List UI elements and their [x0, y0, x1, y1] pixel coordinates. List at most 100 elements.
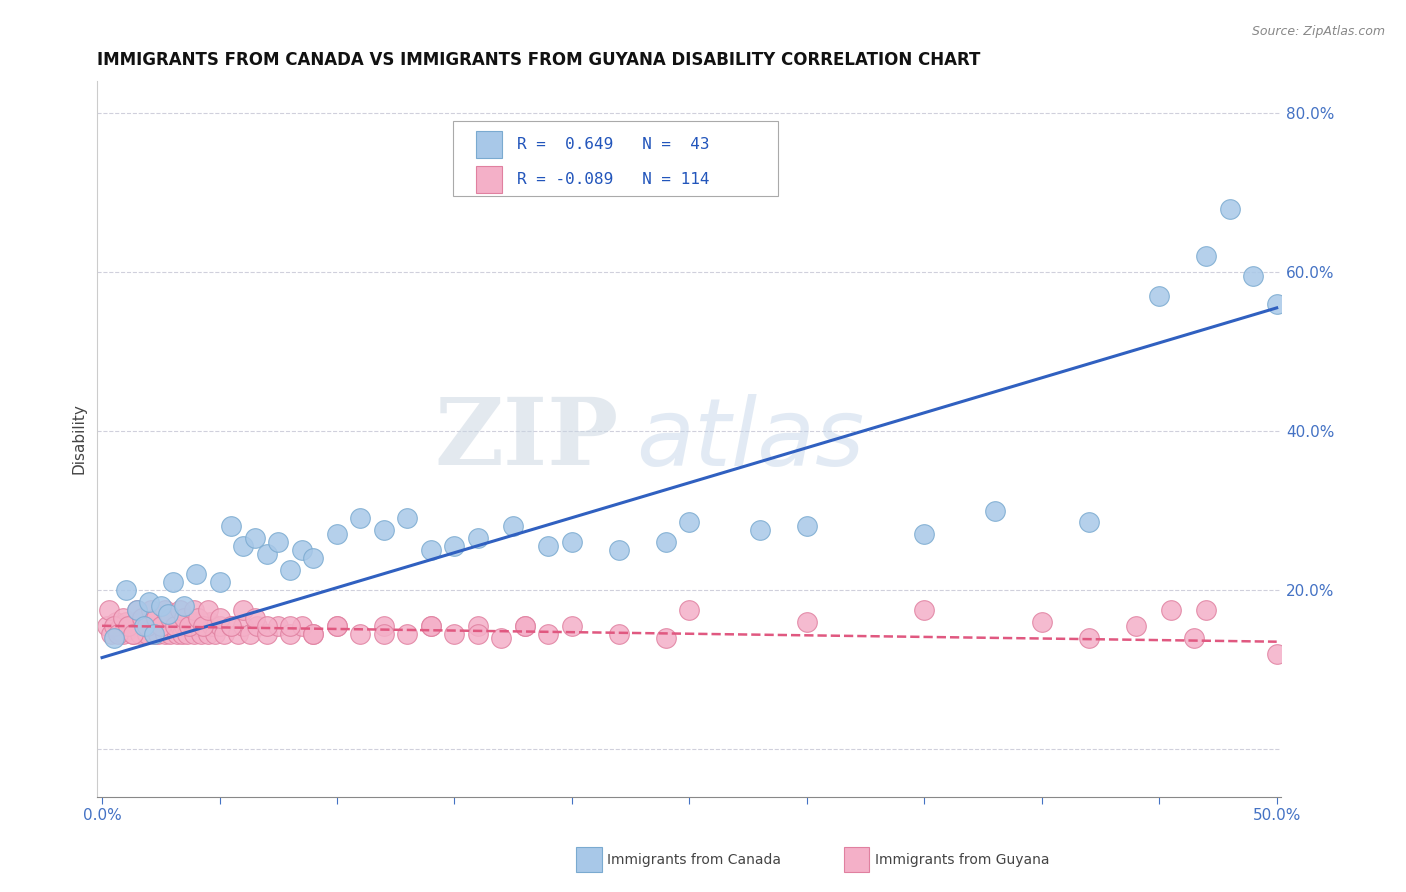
Point	[796, 615, 818, 629]
Point	[607, 626, 630, 640]
Point	[184, 567, 207, 582]
Point	[184, 615, 207, 629]
Point	[1195, 603, 1218, 617]
Point	[124, 615, 146, 629]
Point	[135, 619, 157, 633]
Point	[138, 595, 160, 609]
Point	[127, 619, 149, 633]
Point	[1031, 615, 1053, 629]
Point	[190, 626, 212, 640]
Point	[278, 626, 301, 640]
Point	[396, 511, 419, 525]
Point	[114, 582, 136, 597]
Point	[208, 575, 231, 590]
Point	[467, 619, 489, 633]
Point	[467, 532, 489, 546]
Point	[98, 603, 121, 617]
Point	[396, 626, 419, 640]
Text: IMMIGRANTS FROM CANADA VS IMMIGRANTS FROM GUYANA DISABILITY CORRELATION CHART: IMMIGRANTS FROM CANADA VS IMMIGRANTS FRO…	[97, 51, 981, 69]
Point	[678, 603, 700, 617]
Point	[120, 619, 142, 633]
Point	[100, 626, 122, 640]
Point	[96, 619, 118, 633]
Point	[183, 626, 205, 640]
Point	[159, 626, 181, 640]
Point	[513, 619, 536, 633]
Point	[194, 619, 217, 633]
Point	[156, 619, 179, 633]
Point	[373, 524, 395, 538]
Point	[141, 619, 163, 633]
Point	[173, 599, 195, 613]
Point	[1219, 202, 1241, 216]
Point	[232, 603, 254, 617]
Point	[169, 603, 191, 617]
Point	[204, 626, 226, 640]
Point	[267, 535, 290, 549]
Point	[112, 611, 135, 625]
Point	[278, 619, 301, 633]
Point	[127, 603, 149, 617]
Point	[114, 615, 136, 629]
Point	[156, 607, 179, 621]
Point	[173, 619, 195, 633]
Point	[141, 603, 163, 617]
Point	[212, 626, 235, 640]
Point	[121, 626, 143, 640]
Point	[219, 519, 242, 533]
Point	[149, 615, 172, 629]
Point	[243, 611, 266, 625]
Point	[607, 543, 630, 558]
Point	[655, 535, 678, 549]
Point	[467, 626, 489, 640]
Point	[302, 626, 325, 640]
Point	[796, 519, 818, 533]
Point	[163, 619, 186, 633]
Point	[373, 619, 395, 633]
Point	[219, 619, 242, 633]
Point	[420, 543, 443, 558]
Point	[183, 603, 205, 617]
Point	[373, 626, 395, 640]
Point	[112, 626, 135, 640]
Point	[208, 611, 231, 625]
Point	[191, 619, 214, 633]
FancyBboxPatch shape	[477, 131, 502, 158]
Point	[117, 619, 139, 633]
Point	[149, 599, 172, 613]
Point	[134, 619, 156, 633]
Point	[134, 619, 156, 633]
FancyBboxPatch shape	[453, 120, 778, 196]
Point	[162, 575, 184, 590]
Point	[142, 626, 165, 640]
Point	[187, 619, 209, 633]
Point	[208, 619, 231, 633]
Point	[256, 626, 278, 640]
Point	[121, 626, 143, 640]
Point	[131, 611, 153, 625]
Point	[198, 615, 221, 629]
Text: Immigrants from Canada: Immigrants from Canada	[607, 853, 782, 867]
Point	[678, 516, 700, 530]
Point	[105, 615, 128, 629]
Point	[197, 626, 219, 640]
Point	[117, 623, 139, 637]
Point	[420, 619, 443, 633]
Point	[1077, 631, 1099, 645]
Point	[1125, 619, 1147, 633]
Point	[191, 615, 214, 629]
Point	[127, 603, 149, 617]
Point	[152, 619, 174, 633]
Point	[243, 532, 266, 546]
Point	[145, 611, 167, 625]
Text: Immigrants from Guyana: Immigrants from Guyana	[875, 853, 1049, 867]
Point	[170, 626, 193, 640]
Point	[1241, 269, 1264, 284]
Point	[267, 619, 290, 633]
Point	[155, 626, 177, 640]
Text: R =  0.649   N =  43: R = 0.649 N = 43	[516, 136, 709, 152]
Point	[326, 527, 349, 541]
FancyBboxPatch shape	[477, 166, 502, 193]
Point	[107, 623, 129, 637]
Point	[232, 539, 254, 553]
